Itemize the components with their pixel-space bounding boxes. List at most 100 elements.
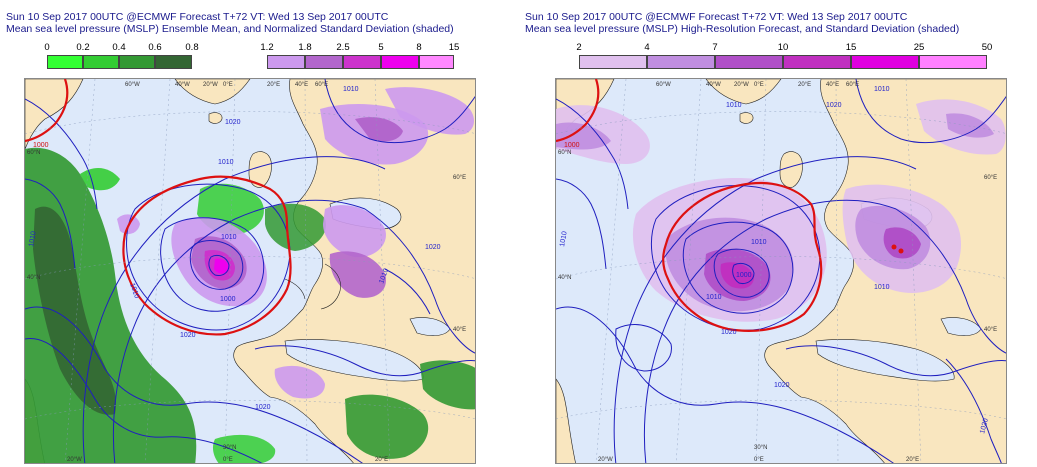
- panel-title: Sun 10 Sep 2017 00UTC @ECMWF Forecast T+…: [6, 11, 389, 23]
- grid-label: 20°W: [734, 82, 749, 88]
- shading-green-south: [345, 394, 429, 459]
- grid-label: 30°N: [754, 445, 767, 451]
- isobar-line: [384, 268, 431, 315]
- legend-swatch: [919, 55, 987, 69]
- isobar-label: 1010: [559, 231, 569, 248]
- legend-label: 0.6: [148, 42, 162, 53]
- isobar-line: [25, 178, 76, 270]
- grid-label: 60°W: [656, 82, 671, 88]
- shading-green-dark: [33, 206, 116, 415]
- isobar-line: [189, 240, 244, 290]
- max-marker: [891, 244, 897, 250]
- grid-label: 40°E: [453, 327, 466, 333]
- legend-swatch: [83, 55, 119, 69]
- grid-label: 0°E: [754, 457, 764, 463]
- mediterranean-sea: [815, 339, 955, 382]
- legend-label: 50: [981, 42, 993, 53]
- shading-purple-northeast: [385, 87, 474, 135]
- legend-label: 0.4: [112, 42, 126, 53]
- isobar-line: [895, 208, 1006, 354]
- landmass-greenland: [174, 79, 251, 105]
- isobar-1000-highlight: [25, 79, 69, 143]
- shading-purple-max: [214, 258, 230, 274]
- legend-label: 8: [416, 42, 422, 53]
- grid-label: 20°E: [375, 457, 388, 463]
- grid-label: 20°W: [67, 457, 82, 463]
- isobars: [556, 79, 1006, 463]
- isobar-line: [25, 98, 98, 210]
- landmass-british-isles: [779, 151, 803, 188]
- legend-swatch: [381, 55, 419, 69]
- panel-ensemble-mean: Sun 10 Sep 2017 00UTC @ECMWF Forecast T+…: [0, 0, 518, 467]
- grid-label: 40°N: [558, 275, 571, 281]
- grid-label: 40°E: [984, 327, 997, 333]
- isobar-label: 1020: [255, 404, 271, 411]
- isobar-label: 1010: [221, 234, 237, 241]
- isobar-line: [713, 248, 770, 298]
- grid-label: 0°E: [754, 82, 764, 88]
- legend-label: 0: [44, 42, 50, 53]
- isobar-line: [25, 306, 363, 463]
- landmass-north-america: [25, 79, 84, 150]
- legend-swatch: [715, 55, 783, 69]
- grid-label: 20°E: [798, 82, 811, 88]
- legend-label: 15: [845, 42, 857, 53]
- shading-purple-mid: [329, 251, 386, 298]
- grid-label: 20°W: [203, 82, 218, 88]
- isobar-line: [112, 199, 366, 463]
- shading-std-northeast-mid: [946, 113, 994, 138]
- isobar-line: [126, 183, 291, 331]
- map-high-resolution: 1000 1010 1010 1010 1010 1010 1020 1020 …: [555, 78, 1007, 464]
- isobar-line: [556, 98, 629, 210]
- isobar-line: [25, 337, 263, 463]
- isobar-line: [855, 79, 1006, 144]
- isobar-label: 1000: [564, 142, 580, 149]
- isobar-line: [160, 217, 265, 312]
- grid-label: 60°W: [125, 82, 140, 88]
- isobar-label: 1020: [180, 332, 196, 339]
- isobar-label: 1010: [874, 86, 890, 93]
- landmass-british-isles: [248, 151, 272, 188]
- legend-normalized-std-green: 0 0.2 0.4 0.6 0.8: [44, 42, 205, 74]
- isobar-line: [785, 345, 1006, 377]
- isobar-label: 1010: [378, 268, 390, 285]
- isobars: [25, 79, 475, 463]
- graticule: [25, 79, 475, 463]
- legend-label: 10: [777, 42, 789, 53]
- isobar-label: 1020: [721, 329, 737, 336]
- isobar-line: [732, 262, 755, 284]
- isobar-line: [615, 324, 672, 372]
- legend-standard-deviation: 2 4 7 10 15 25 50: [576, 42, 999, 74]
- panel-subtitle: Mean sea level pressure (MSLP) Ensemble …: [6, 23, 454, 35]
- grid-label: 30°N: [223, 445, 236, 451]
- grid-label: 40°N: [27, 275, 40, 281]
- grid-label: 60°E: [846, 82, 859, 88]
- isobar-label: 1010: [874, 284, 890, 291]
- grid-label: 60°E: [453, 175, 466, 181]
- legend-swatch: [647, 55, 715, 69]
- legend-swatch: [119, 55, 155, 69]
- shading-purple-south: [274, 365, 325, 399]
- legend-swatch: [783, 55, 851, 69]
- panel-title: Sun 10 Sep 2017 00UTC @ECMWF Forecast T+…: [525, 11, 908, 23]
- isobar-line: [208, 254, 230, 276]
- legend-label: 0.2: [76, 42, 90, 53]
- isobar-label: 1020: [774, 382, 790, 389]
- isobar-line: [556, 306, 894, 463]
- grid-label: 40°W: [706, 82, 721, 88]
- grid-label: 20°E: [906, 457, 919, 463]
- isobar-line: [682, 221, 794, 314]
- legend-label: 5: [378, 42, 384, 53]
- legend-swatch: [267, 55, 305, 69]
- legend-label: 0.8: [185, 42, 199, 53]
- legend-swatch: [579, 55, 647, 69]
- isobar-line: [643, 199, 897, 463]
- isobar-1000-highlight: [556, 79, 600, 143]
- isobar-label: 1010: [706, 294, 722, 301]
- grid-label: 60°N: [558, 150, 571, 156]
- grid-label: 0°E: [223, 82, 233, 88]
- shading-std-central-inner: [883, 227, 921, 259]
- isobar-line: [613, 156, 917, 463]
- isobar-line: [364, 208, 475, 354]
- shading-green-southwest: [212, 434, 276, 463]
